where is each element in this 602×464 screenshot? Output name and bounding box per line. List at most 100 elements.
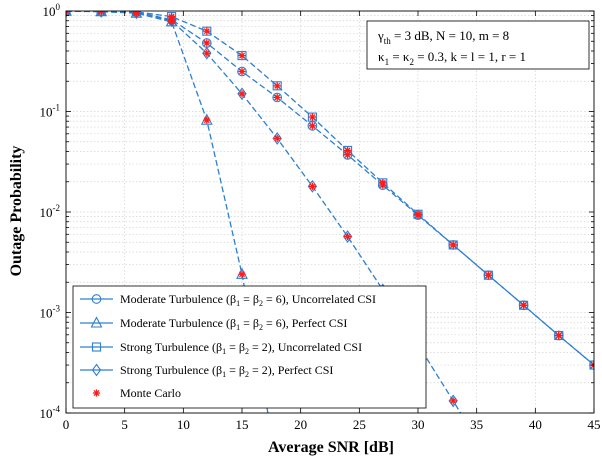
- x-tick-label: 30: [412, 417, 425, 432]
- tick-labels: 0 5 10 15 20 25 30 35 40 45 100 10-1 10-2 10-3 10-4: [40, 2, 601, 432]
- monte-carlo-stroke: [238, 90, 246, 97]
- monte-carlo-point: [308, 113, 316, 121]
- monte-carlo-point: [203, 49, 211, 57]
- series-3-point: [237, 51, 247, 61]
- monte-carlo-stroke: [485, 272, 492, 279]
- x-tick-label: 35: [470, 417, 483, 432]
- plot-frame: [65, 10, 595, 414]
- monte-carlo-point: [273, 82, 281, 90]
- monte-carlo-stroke: [238, 271, 246, 278]
- x-tick-label: 25: [353, 417, 366, 432]
- monte-carlo-point: [238, 270, 246, 278]
- monte-carlo-stroke: [203, 40, 210, 47]
- x-tick-label: 10: [177, 417, 190, 432]
- monte-carlo-stroke: [274, 94, 281, 101]
- monte-carlo-stroke: [344, 151, 351, 158]
- series-3-line: [66, 11, 594, 366]
- series-4-point: [131, 11, 142, 20]
- monte-carlo-point: [238, 67, 246, 76]
- series-2-point: [236, 267, 248, 279]
- legend-label-monte-carlo: Monte Carlo: [120, 386, 181, 400]
- x-axis-label: Average SNR [dB]: [268, 439, 394, 456]
- monte-carlo-stroke: [168, 17, 175, 24]
- y-tick-label: 10-2: [40, 203, 61, 220]
- monte-carlo-stroke: [450, 241, 457, 248]
- legend-marker-monte-carlo: [92, 389, 101, 397]
- legend-label-series-4: Strong Turbulence (β1 = β2 = 2), Perfect…: [120, 363, 333, 379]
- monte-carlo-stroke: [555, 332, 562, 339]
- legend-label-series-1: Moderate Turbulence (β1 = β2 = 6), Uncor…: [120, 292, 376, 308]
- y-axis-label: Outage Probability: [8, 146, 25, 277]
- monte-carlo-point: [203, 39, 211, 47]
- monte-carlo-stroke: [66, 11, 70, 15]
- monte-carlo-point: [238, 90, 246, 98]
- monte-carlo-stroke: [238, 68, 246, 75]
- monte-carlo-stroke: [520, 302, 527, 309]
- annotation-line-1: γth = 3 dB, N = 10, m = 8: [377, 28, 509, 46]
- monte-carlo-stroke: [344, 233, 351, 240]
- monte-carlo-point: [520, 301, 528, 309]
- monte-carlo-stroke: [274, 135, 281, 142]
- monte-carlo-point: [203, 116, 211, 124]
- series-4-point: [484, 453, 492, 464]
- monte-carlo-point: [379, 179, 387, 187]
- series-3-point: [202, 26, 212, 36]
- monte-carlo-stroke: [203, 50, 210, 57]
- x-tick-label: 0: [63, 417, 70, 432]
- legend-marker-series-3: [91, 342, 102, 352]
- monte-carlo-point: [238, 51, 246, 60]
- monte-carlo-point: [203, 27, 211, 35]
- monte-carlo-stroke: [203, 28, 210, 35]
- legend-marker-series-2: [90, 316, 103, 328]
- monte-carlo-point: [308, 182, 316, 190]
- series-3-point: [483, 270, 493, 280]
- x-tick-label: 5: [121, 417, 128, 432]
- x-tick-label: 15: [236, 417, 249, 432]
- series-3-point: [519, 300, 529, 310]
- monte-carlo-point: [168, 17, 176, 25]
- series-4-point: [96, 11, 106, 18]
- monte-carlo-stroke: [414, 211, 422, 218]
- monte-carlo-stroke: [309, 114, 316, 121]
- monte-carlo-point: [273, 93, 281, 102]
- legend-marker-series-4: [91, 363, 102, 377]
- series-1-point: [272, 92, 283, 103]
- monte-carlo-stroke: [590, 364, 594, 369]
- series-3: [66, 11, 594, 370]
- monte-carlo-point: [344, 232, 352, 241]
- series-3-point: [448, 240, 458, 250]
- parameter-annotation: γth = 3 dB, N = 10, m = 8 κ1 = κ2 = 0.3,…: [366, 20, 590, 70]
- monte-carlo-stroke: [344, 147, 351, 154]
- legend: Moderate Turbulence (β1 = β2 = 6), Uncor…: [72, 285, 427, 409]
- monte-carlo-stroke: [203, 117, 210, 124]
- x-tick-label: 45: [588, 417, 601, 432]
- monte-carlo-stroke: [309, 183, 316, 190]
- series-2-point: [200, 113, 213, 125]
- monte-carlo-stroke: [309, 122, 316, 129]
- y-tick-label: 10-3: [40, 304, 61, 321]
- series-3-point: [307, 112, 317, 122]
- monte-carlo-stroke: [379, 179, 386, 186]
- monte-carlo-stroke: [274, 82, 281, 89]
- legend-frame: [72, 285, 427, 409]
- monte-carlo-point: [344, 146, 352, 155]
- annotation-line-2: κ1 = κ2 = 0.3, k = l = 1, r = 1: [378, 49, 526, 67]
- x-tick-label: 20: [294, 417, 307, 432]
- annotation-frame: [366, 20, 590, 70]
- series-1-point: [237, 66, 247, 77]
- series-3-point: [554, 330, 564, 341]
- series-2-point: [272, 457, 282, 464]
- x-tick-label: 40: [529, 417, 542, 432]
- legend-label-series-3: Strong Turbulence (β1 = β2 = 2), Uncorre…: [120, 340, 362, 356]
- monte-carlo-point: [414, 210, 422, 218]
- series-3-point: [589, 360, 594, 370]
- monte-carlo-point: [132, 11, 140, 17]
- monte-carlo-stroke: [93, 389, 100, 397]
- monte-carlo-stroke: [238, 52, 246, 59]
- series-3-point: [272, 81, 282, 91]
- y-tick-label: 100: [43, 2, 61, 19]
- monte-carlo-point: [273, 134, 281, 142]
- monte-carlo-point: [449, 397, 457, 405]
- monte-carlo-point: [308, 122, 316, 130]
